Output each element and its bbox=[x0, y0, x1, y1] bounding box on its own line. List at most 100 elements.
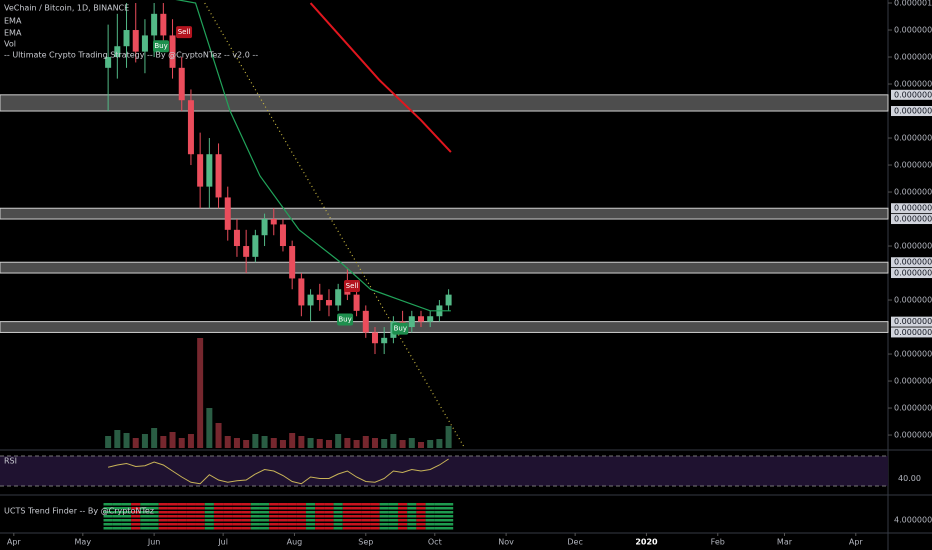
trend-stripe bbox=[204, 519, 214, 522]
trend-stripe bbox=[342, 523, 352, 526]
trend-stripe bbox=[140, 515, 150, 518]
trend-stripe bbox=[416, 511, 426, 514]
legend-entry: Vol bbox=[4, 40, 16, 49]
candle-body bbox=[123, 30, 130, 47]
signal-label: Buy bbox=[338, 315, 351, 323]
x-tick-label: Dec bbox=[567, 538, 582, 547]
trend-stripe bbox=[324, 503, 334, 506]
trend-stripe bbox=[167, 511, 178, 514]
trend-stripe bbox=[149, 519, 159, 522]
volume-bar bbox=[178, 438, 185, 448]
trend-stripe bbox=[388, 523, 398, 526]
trend-stripe bbox=[232, 503, 242, 506]
trend-stripe bbox=[361, 523, 371, 526]
trend-stripe bbox=[167, 515, 178, 518]
trend-stripe bbox=[361, 515, 371, 518]
trend-stripe bbox=[195, 527, 205, 530]
volume-bar bbox=[298, 436, 305, 448]
trend-stripe bbox=[259, 523, 270, 526]
trend-stripe bbox=[425, 515, 435, 518]
candle-body bbox=[307, 294, 314, 306]
signal-box bbox=[153, 40, 170, 53]
trend-stripe bbox=[158, 527, 168, 530]
trend-stripe bbox=[158, 519, 168, 522]
trend-stripe bbox=[379, 523, 389, 526]
zone-label: 0.00000060 bbox=[894, 215, 932, 224]
trend-stripe bbox=[351, 503, 362, 506]
y-tick-label: 0.00000025 bbox=[894, 404, 932, 413]
trend-stripe bbox=[397, 515, 408, 518]
trend-stripe bbox=[186, 527, 196, 530]
candle-body bbox=[105, 57, 112, 68]
trend-stripe bbox=[149, 515, 159, 518]
trend-stripe bbox=[121, 515, 132, 518]
y-tick-label: 0.00000065 bbox=[894, 188, 932, 197]
trend-stripe bbox=[121, 507, 132, 510]
volume-bar bbox=[279, 440, 286, 448]
rsi-line bbox=[108, 458, 449, 485]
trend-stripe bbox=[278, 507, 288, 510]
volume-bar bbox=[417, 442, 424, 448]
trend-stripe bbox=[407, 503, 417, 506]
trend-stripe bbox=[296, 511, 306, 514]
trend-stripe bbox=[140, 523, 150, 526]
x-tick-label: Aug bbox=[287, 538, 303, 547]
trend-stripe bbox=[103, 507, 113, 510]
trend-stripe bbox=[103, 519, 113, 522]
volume-bar bbox=[233, 438, 240, 448]
candle-body bbox=[160, 13, 167, 36]
trend-stripe bbox=[112, 527, 122, 530]
trend-stripe bbox=[186, 515, 196, 518]
trend-stripe bbox=[195, 523, 205, 526]
y-tick-label: 0.00000085 bbox=[894, 80, 932, 89]
trend-stripe bbox=[407, 523, 417, 526]
trend-stripe bbox=[131, 527, 141, 530]
signal-box bbox=[343, 279, 360, 292]
candle-body bbox=[325, 300, 332, 306]
trend-stripe bbox=[121, 511, 132, 514]
trend-stripe bbox=[296, 515, 306, 518]
trend-stripe bbox=[131, 511, 141, 514]
trend-stripe bbox=[177, 519, 187, 522]
trend-stripe bbox=[434, 507, 444, 510]
trend-stripe bbox=[315, 519, 325, 522]
trend-stripe bbox=[287, 507, 297, 510]
y-tick-label: 0.00000020 bbox=[894, 431, 932, 440]
candle-body bbox=[279, 224, 286, 247]
trend-stripe bbox=[259, 507, 270, 510]
zone-label-bg bbox=[891, 257, 932, 268]
trend-stripe bbox=[177, 527, 187, 530]
trend-stripe bbox=[269, 515, 279, 518]
zone-label-bg bbox=[891, 316, 932, 327]
candle-body bbox=[224, 197, 231, 230]
trend-stripe bbox=[121, 503, 132, 506]
trend-stripe bbox=[305, 507, 316, 510]
candle-body bbox=[261, 219, 268, 236]
volume-bar bbox=[362, 436, 369, 448]
trend-stripe bbox=[416, 507, 426, 510]
trend-stripe bbox=[103, 527, 113, 530]
rsi-tick-label: 40.00 bbox=[898, 474, 921, 483]
trend-stripe bbox=[324, 527, 334, 530]
trend-stripe bbox=[149, 511, 159, 514]
trend-stripe bbox=[223, 527, 233, 530]
trend-stripe bbox=[269, 503, 279, 506]
trend-stripe bbox=[121, 527, 132, 530]
volume-bar bbox=[114, 430, 121, 448]
volume-bar bbox=[105, 436, 112, 448]
trend-stripe bbox=[388, 511, 398, 514]
trend-stripe bbox=[444, 511, 454, 514]
candle-body bbox=[169, 35, 176, 68]
trend-stripe bbox=[379, 527, 389, 530]
trend-stripe bbox=[259, 511, 270, 514]
pane-title: UCTS Trend Finder -- By @CryptoNTez bbox=[4, 507, 154, 516]
trend-stripe bbox=[425, 519, 435, 522]
trend-stripe bbox=[361, 527, 371, 530]
volume-bar bbox=[399, 440, 406, 448]
candle-body bbox=[197, 154, 204, 187]
ema-line bbox=[175, 0, 451, 312]
trend-stripe bbox=[425, 511, 435, 514]
trend-stripe bbox=[315, 511, 325, 514]
volume-bar bbox=[381, 439, 388, 448]
trend-stripe bbox=[287, 527, 297, 530]
